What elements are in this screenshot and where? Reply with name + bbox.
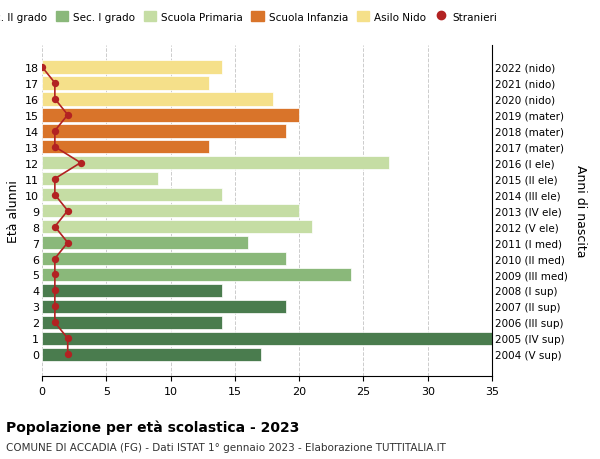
Point <box>50 191 59 199</box>
Text: COMUNE DI ACCADIA (FG) - Dati ISTAT 1° gennaio 2023 - Elaborazione TUTTITALIA.IT: COMUNE DI ACCADIA (FG) - Dati ISTAT 1° g… <box>6 442 446 452</box>
Bar <box>42 109 299 122</box>
Bar <box>42 189 222 202</box>
Y-axis label: Anni di nascita: Anni di nascita <box>574 165 587 257</box>
Bar <box>42 61 222 74</box>
Point <box>50 287 59 295</box>
Y-axis label: Età alunni: Età alunni <box>7 180 20 242</box>
Point <box>63 335 73 342</box>
Point <box>50 96 59 103</box>
Point <box>63 351 73 358</box>
Bar <box>42 284 222 297</box>
Point <box>50 255 59 263</box>
Point <box>50 303 59 310</box>
Bar <box>42 93 274 106</box>
Point <box>50 224 59 231</box>
Point <box>50 144 59 151</box>
Point <box>37 64 47 71</box>
Bar <box>42 140 209 154</box>
Bar <box>42 268 350 282</box>
Point <box>50 176 59 183</box>
Point <box>50 271 59 279</box>
Point <box>76 160 85 167</box>
Point <box>63 239 73 246</box>
Bar <box>42 125 286 138</box>
Bar <box>42 173 158 186</box>
Bar <box>42 77 209 90</box>
Bar <box>42 332 492 346</box>
Bar <box>42 348 260 361</box>
Bar <box>42 252 286 266</box>
Point <box>50 80 59 87</box>
Bar <box>42 204 299 218</box>
Bar <box>42 300 286 313</box>
Bar <box>42 220 312 234</box>
Text: Popolazione per età scolastica - 2023: Popolazione per età scolastica - 2023 <box>6 420 299 435</box>
Bar <box>42 316 222 330</box>
Point <box>50 128 59 135</box>
Bar <box>42 236 248 250</box>
Point <box>50 319 59 326</box>
Legend: Sec. II grado, Sec. I grado, Scuola Primaria, Scuola Infanzia, Asilo Nido, Stran: Sec. II grado, Sec. I grado, Scuola Prim… <box>0 8 502 27</box>
Point <box>63 207 73 215</box>
Bar <box>42 157 389 170</box>
Point <box>63 112 73 119</box>
